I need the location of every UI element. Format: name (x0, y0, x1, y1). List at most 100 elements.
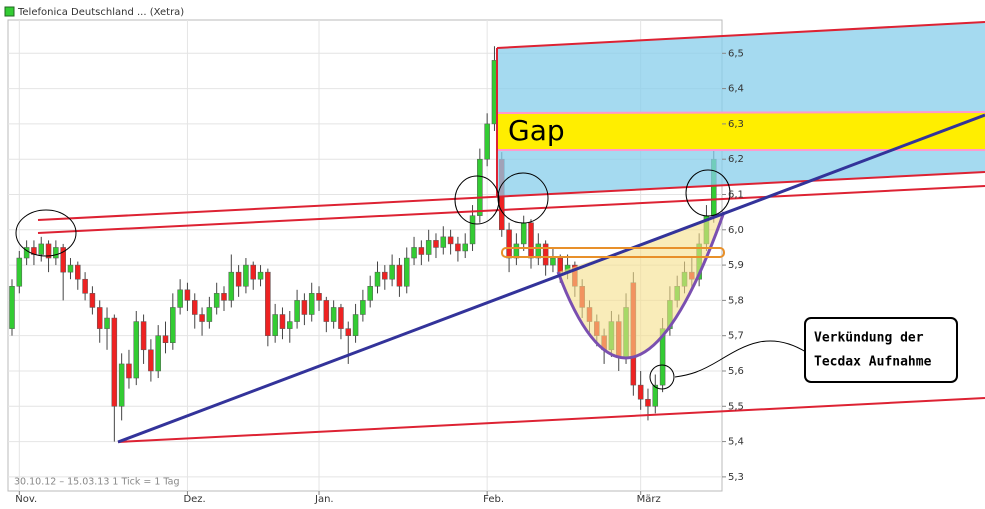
candle-body (411, 247, 417, 259)
circle (649, 364, 675, 390)
candle-body (462, 243, 468, 252)
callout-line: Verkündung der (814, 331, 924, 346)
channel-upper (37, 171, 985, 221)
candle-body (184, 289, 191, 301)
trend-top (496, 21, 985, 49)
resistance-box (501, 247, 725, 258)
candle-body (484, 123, 490, 160)
candle-body (330, 307, 337, 322)
circle (15, 209, 77, 257)
candle-body (652, 384, 659, 407)
candle-body (279, 314, 286, 329)
candle-body (16, 257, 23, 287)
circle (454, 175, 500, 225)
candle-body (645, 398, 651, 407)
chart-title: Telefonica Deutschland ... (Xetra) (17, 7, 184, 18)
channel-lower (37, 185, 985, 234)
x-tick-label: Dez. (183, 494, 205, 505)
candle-body (396, 264, 403, 287)
y-tick-label: 5,9 (728, 260, 744, 271)
candle-body (338, 307, 344, 329)
candle-body (301, 300, 308, 315)
candle-body (272, 314, 278, 336)
y-tick-label: 6,1 (728, 189, 744, 200)
candle-body (118, 363, 125, 407)
candle-body (126, 363, 132, 379)
candle-body (542, 243, 549, 266)
candle-body (82, 278, 88, 294)
candle-body (557, 257, 563, 273)
candle-body (440, 236, 447, 248)
x-tick-label: Nov. (15, 494, 37, 505)
candle-body (67, 264, 74, 273)
candle-body (75, 264, 81, 280)
y-tick-label: 6,0 (728, 225, 744, 236)
candle-body (513, 243, 520, 259)
candle-body (265, 271, 271, 336)
candle-body (447, 236, 454, 245)
candle-body (206, 307, 213, 322)
x-tick-label: Jan. (314, 494, 334, 505)
candle-body (316, 293, 322, 301)
support-line (117, 397, 985, 443)
candle-body (96, 307, 103, 329)
candle-body (155, 335, 161, 372)
candle-body (177, 289, 183, 308)
candle-body (243, 264, 249, 287)
trend-blue (117, 113, 985, 444)
candle-body (192, 300, 198, 315)
candle-body (367, 286, 373, 301)
annotations: Verkündung der Tecdax Aufnahme Gap (15, 21, 985, 444)
candle-body (308, 293, 315, 315)
candle-body (60, 247, 66, 273)
candle-body (403, 257, 410, 287)
candle-body (352, 314, 359, 336)
candle-body (287, 321, 293, 329)
candle-body (469, 215, 476, 245)
candle-body (53, 247, 59, 259)
x-tick-label: März (637, 494, 661, 505)
y-tick-label: 5,6 (728, 366, 744, 377)
candle-body (140, 321, 147, 351)
candle-body (389, 264, 395, 280)
candle-body (9, 286, 15, 329)
y-tick-label: 6,5 (728, 48, 744, 59)
candle-body (250, 264, 256, 280)
candle-body (520, 222, 527, 245)
candle-body (433, 240, 439, 248)
y-tick-label: 5,5 (728, 401, 744, 412)
gap-top (496, 111, 985, 114)
candle-body (535, 243, 542, 259)
circle (685, 169, 731, 217)
cup-line (556, 211, 726, 360)
candle-body (637, 384, 644, 400)
candle-body (133, 321, 140, 379)
candle-body (374, 271, 381, 287)
candle-body (23, 247, 30, 259)
candle-body (235, 271, 242, 287)
candle-body (425, 240, 432, 255)
candle-body (323, 300, 330, 322)
candle-body (360, 300, 366, 315)
candle-body (455, 243, 461, 252)
callout-box (804, 317, 958, 383)
y-tick-label: 5,3 (728, 472, 744, 483)
candle-body (45, 243, 52, 259)
candle-body (104, 317, 110, 329)
y-tick-label: 5,7 (728, 331, 744, 342)
candle-body (477, 158, 483, 216)
gap-zone (497, 112, 985, 150)
candle-body (213, 293, 220, 308)
candle-body (199, 314, 205, 322)
footer: 30.10.12 – 15.03.13 1 Tick = 1 Tag (14, 477, 180, 488)
candle-body (506, 229, 512, 259)
candle-body (257, 271, 264, 280)
candle-body (89, 293, 96, 308)
y-tick-label: 6,3 (728, 119, 744, 130)
y-tick-label: 5,4 (728, 437, 744, 448)
candle-body (382, 271, 388, 280)
candle-body (170, 307, 176, 343)
legend-swatch (4, 6, 15, 17)
cyan-zone (497, 22, 985, 197)
gap-label: Gap (508, 114, 565, 147)
